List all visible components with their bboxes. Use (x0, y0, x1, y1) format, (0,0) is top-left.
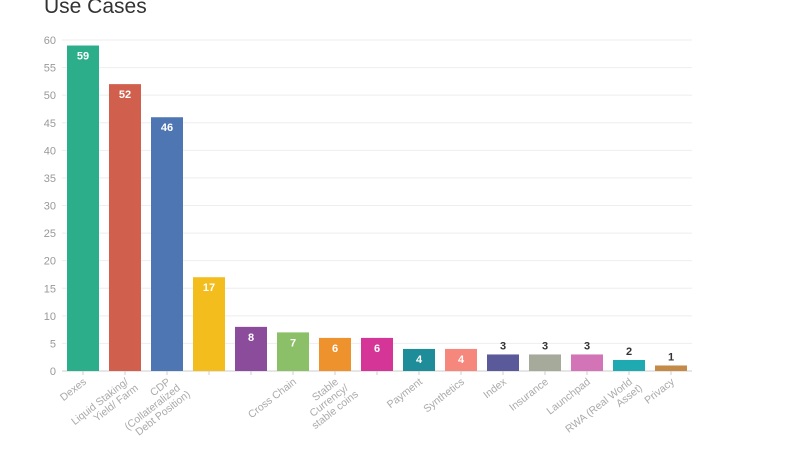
data-label: 6 (374, 343, 380, 355)
data-label: 6 (332, 343, 338, 355)
x-tick-label: Privacy (642, 375, 677, 406)
chart-title: Use Cases (44, 0, 147, 18)
bar (235, 326, 267, 371)
data-label: 59 (77, 51, 89, 63)
data-label: 4 (458, 354, 465, 366)
y-tick-label: 0 (50, 366, 56, 378)
y-tick-label: 5 (50, 338, 56, 350)
y-tick-label: 50 (44, 90, 56, 102)
y-tick-label: 60 (44, 35, 56, 47)
data-label: 3 (584, 340, 590, 352)
bar (319, 337, 351, 371)
data-label: 52 (119, 89, 131, 101)
y-tick-label: 55 (44, 63, 56, 75)
data-label: 7 (290, 337, 296, 349)
data-label: 46 (161, 122, 173, 134)
data-label: 2 (626, 346, 632, 358)
y-tick-label: 35 (44, 173, 56, 185)
data-label: 17 (203, 282, 215, 294)
y-tick-label: 25 (44, 228, 56, 240)
x-tick-label: Payment (385, 376, 425, 411)
data-label: 8 (248, 332, 254, 344)
y-tick-label: 30 (44, 201, 56, 213)
bar (403, 348, 435, 371)
x-tick-label: Synthetics (421, 376, 467, 415)
x-tick-label: Index (481, 375, 509, 401)
bar (529, 354, 561, 371)
y-tick-label: 15 (44, 283, 56, 295)
bar (487, 354, 519, 371)
y-tick-label: 40 (44, 145, 56, 157)
bar (361, 337, 393, 371)
data-label: 3 (542, 340, 548, 352)
data-label: 4 (416, 354, 423, 366)
bar (67, 45, 99, 372)
bar (109, 84, 141, 371)
x-tick-label: Cross Chain (246, 376, 299, 421)
bar (151, 117, 183, 371)
y-tick-label: 45 (44, 118, 56, 130)
bar (613, 359, 645, 371)
x-tick-label: StableCurrency/stable coins (296, 371, 361, 432)
y-tick-label: 20 (44, 256, 56, 268)
y-tick-label: 10 (44, 311, 56, 323)
data-label: 3 (500, 340, 506, 352)
bar (655, 365, 687, 371)
bar (193, 277, 225, 371)
bar (277, 332, 309, 371)
data-label: 1 (668, 351, 674, 363)
bar (445, 348, 477, 371)
bar (571, 354, 603, 371)
x-tick-label: Dexes (58, 376, 89, 404)
